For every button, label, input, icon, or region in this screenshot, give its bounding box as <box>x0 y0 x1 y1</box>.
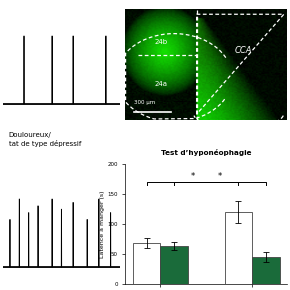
Bar <box>225 212 252 284</box>
Bar <box>160 246 188 284</box>
Text: CCA: CCA <box>235 46 252 55</box>
Title: Test d’hyponéophagie: Test d’hyponéophagie <box>161 149 251 157</box>
Bar <box>252 257 280 284</box>
Y-axis label: Latence à manger (s): Latence à manger (s) <box>99 190 105 258</box>
Text: 24a: 24a <box>155 81 168 87</box>
Bar <box>133 243 160 284</box>
Text: *: * <box>218 172 222 181</box>
Text: 24b: 24b <box>155 39 168 45</box>
Text: Douloureux/
tat de type dépressif: Douloureux/ tat de type dépressif <box>9 133 81 146</box>
Text: *: * <box>191 172 195 181</box>
Text: 300 µm: 300 µm <box>134 100 155 105</box>
